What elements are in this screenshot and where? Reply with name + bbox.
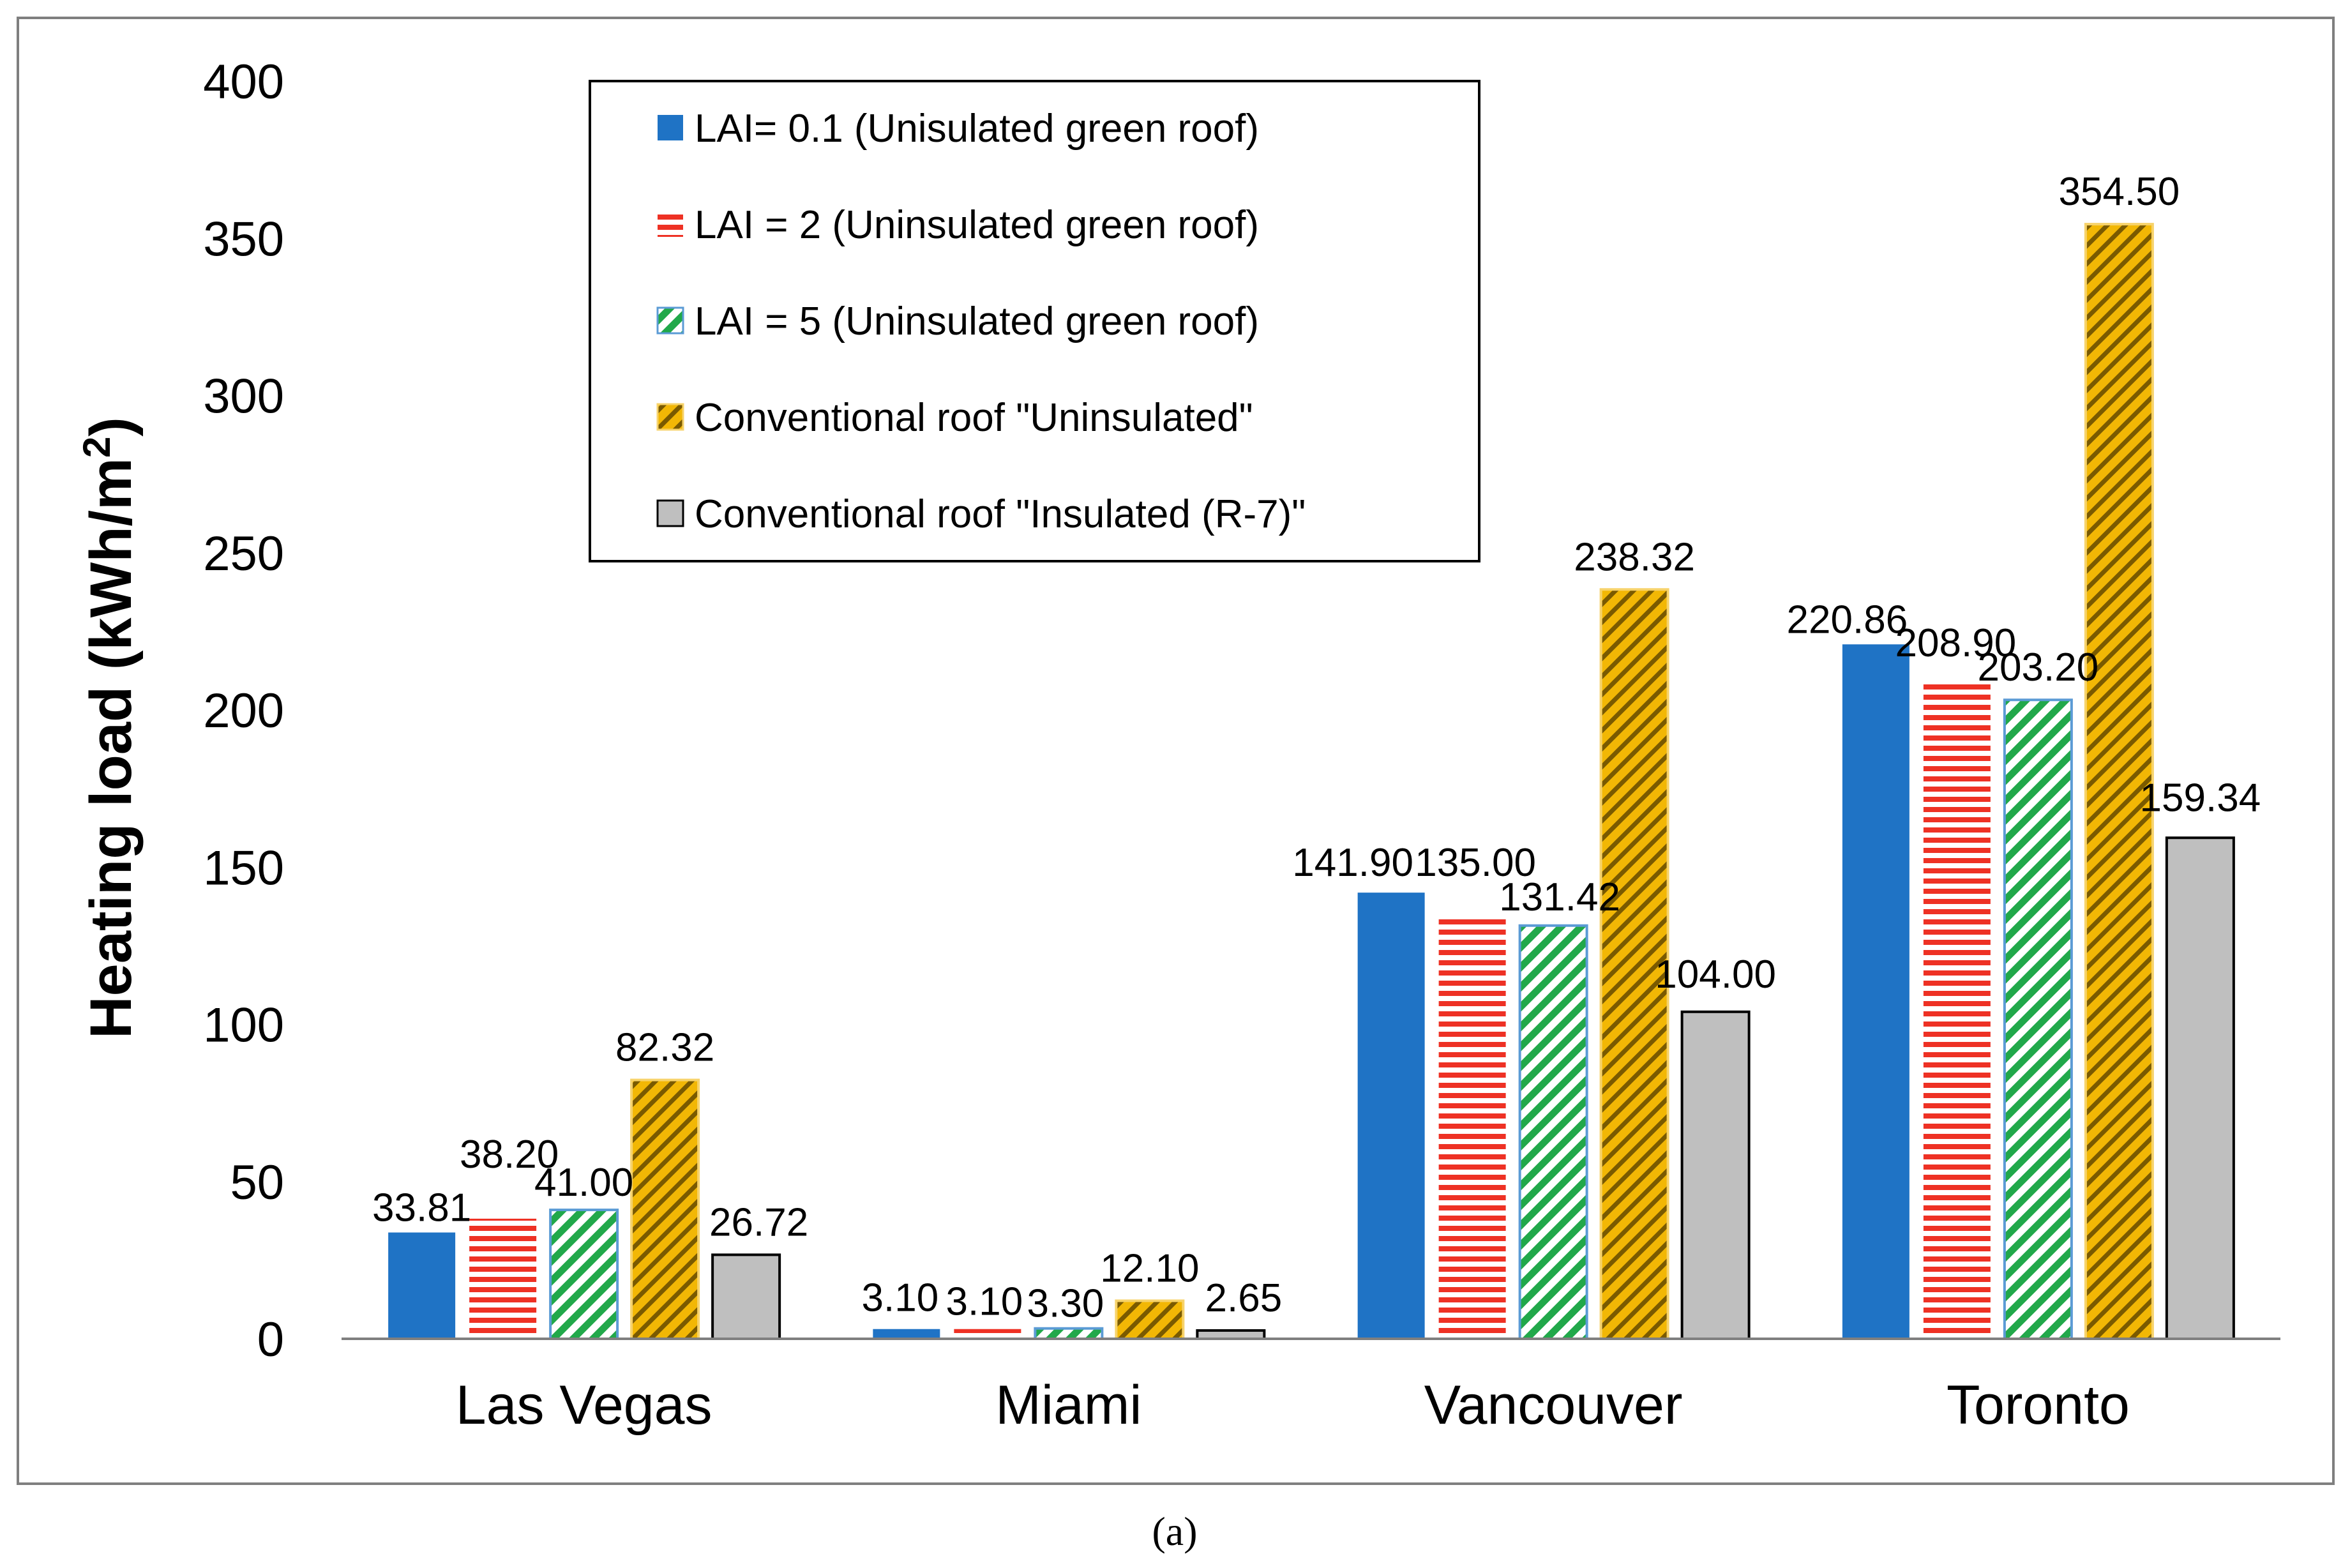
data-label: 38.20 bbox=[460, 1133, 559, 1177]
data-label: 159.34 bbox=[2140, 776, 2261, 820]
bar-miami-s3 bbox=[1034, 1327, 1104, 1341]
y-axis-label-superscript: 2 bbox=[75, 437, 118, 458]
bar-miami-s1 bbox=[873, 1329, 940, 1339]
category-label: Miami bbox=[995, 1375, 1141, 1436]
y-tick-label: 50 bbox=[230, 1156, 284, 1210]
data-label: 104.00 bbox=[1655, 953, 1776, 997]
data-label: 12.10 bbox=[1100, 1246, 1199, 1290]
legend-swatch bbox=[656, 499, 684, 527]
data-label: 3.30 bbox=[1027, 1282, 1104, 1326]
category-label: Vancouver bbox=[1424, 1375, 1683, 1436]
figure-caption: (a) bbox=[1152, 1509, 1197, 1554]
bar-vancouver-s2 bbox=[1438, 914, 1506, 1339]
y-tick-label: 100 bbox=[203, 999, 284, 1053]
bar-las-vegas-s2 bbox=[469, 1218, 537, 1339]
bars bbox=[388, 223, 2235, 1341]
legend-label: LAI = 2 (Uninsulated green roof) bbox=[695, 203, 1259, 247]
legend-label: Conventional roof "Insulated (R-7)" bbox=[695, 492, 1306, 536]
bar-miami-s2 bbox=[954, 1329, 1021, 1339]
legend-swatch bbox=[656, 306, 684, 335]
bar-vancouver-s3 bbox=[1518, 924, 1588, 1340]
data-label: 131.42 bbox=[1499, 875, 1620, 919]
data-label: 2.65 bbox=[1205, 1276, 1283, 1320]
y-tick-label: 400 bbox=[203, 55, 284, 109]
data-label: 220.86 bbox=[1787, 598, 1908, 642]
data-label: 41.00 bbox=[534, 1161, 633, 1205]
data-label: 203.20 bbox=[1978, 645, 2099, 690]
y-axis-label: Heating load (kWh/m2) bbox=[75, 417, 144, 1039]
data-label: 82.32 bbox=[615, 1026, 714, 1070]
bar-toronto-s5 bbox=[2165, 836, 2235, 1340]
category-label: Toronto bbox=[1947, 1375, 2130, 1436]
bar-miami-s4 bbox=[1115, 1299, 1185, 1340]
data-label: 26.72 bbox=[709, 1200, 808, 1244]
data-label: 141.90 bbox=[1292, 841, 1413, 885]
legend-label: Conventional roof "Uninsulated" bbox=[695, 396, 1253, 440]
data-label: 208.90 bbox=[1895, 621, 2017, 665]
chart-frame bbox=[17, 17, 2335, 1485]
legend-label: LAI = 5 (Uninsulated green roof) bbox=[695, 299, 1259, 343]
y-axis-label-main: Heating load (kWh/m bbox=[79, 458, 144, 1039]
legend-items: LAI= 0.1 (Unisulated green roof) LAI = 2 … bbox=[656, 107, 1306, 536]
data-label: 3.10 bbox=[862, 1276, 939, 1320]
y-tick-label: 300 bbox=[203, 370, 284, 424]
data-label: 238.32 bbox=[1574, 535, 1695, 579]
category-label: Las Vegas bbox=[456, 1375, 712, 1436]
bar-vancouver-s5 bbox=[1680, 1010, 1751, 1341]
bar-toronto-s1 bbox=[1842, 644, 1909, 1339]
bar-las-vegas-s3 bbox=[549, 1209, 619, 1340]
legend-swatch bbox=[658, 211, 683, 237]
y-tick-label: 250 bbox=[203, 527, 284, 581]
data-label: 3.10 bbox=[946, 1280, 1023, 1324]
bar-toronto-s4 bbox=[2084, 223, 2154, 1340]
bar-vancouver-s4 bbox=[1599, 588, 1669, 1340]
legend-swatch bbox=[656, 403, 684, 431]
bar-las-vegas-s4 bbox=[630, 1078, 700, 1340]
legend: LAI= 0.1 (Unisulated green roof) LAI = 2 … bbox=[589, 80, 1480, 562]
y-tick-label: 150 bbox=[203, 841, 284, 895]
bar-toronto-s2 bbox=[1923, 682, 1991, 1339]
y-axis-label-close: ) bbox=[79, 417, 144, 437]
bar-toronto-s3 bbox=[2003, 698, 2073, 1340]
bar-las-vegas-s1 bbox=[388, 1232, 456, 1339]
category-labels: Las Vegas Miami Vancouver Toronto bbox=[456, 1375, 2130, 1436]
y-tick-label: 350 bbox=[203, 212, 284, 266]
data-label: 33.81 bbox=[372, 1186, 471, 1230]
data-label: 135.00 bbox=[1415, 841, 1536, 885]
bar-las-vegas-s5 bbox=[711, 1253, 781, 1341]
data-label: 354.50 bbox=[2059, 170, 2180, 214]
bar-vancouver-s1 bbox=[1357, 893, 1425, 1339]
legend-label: LAI= 0.1 (Unisulated green roof) bbox=[695, 107, 1259, 151]
y-axis-ticks: 0 50 100 150 200 250 300 350 400 bbox=[203, 55, 284, 1367]
y-tick-label: 0 bbox=[257, 1313, 284, 1367]
y-tick-label: 200 bbox=[203, 684, 284, 738]
legend-box bbox=[589, 80, 1480, 562]
legend-swatch bbox=[658, 115, 683, 140]
